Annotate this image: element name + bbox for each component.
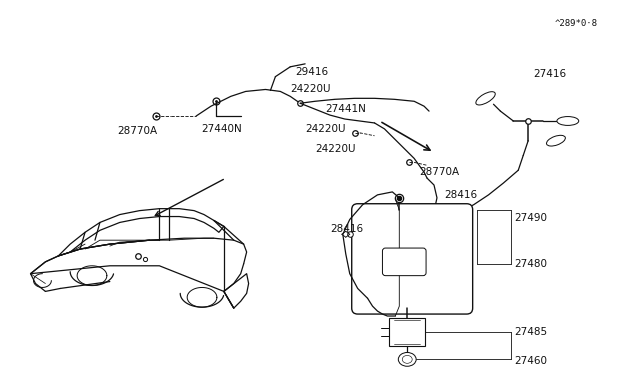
Text: 27490: 27490 bbox=[515, 212, 547, 222]
Ellipse shape bbox=[547, 135, 565, 146]
Text: 27416: 27416 bbox=[533, 69, 566, 79]
Text: 24220U: 24220U bbox=[305, 124, 346, 134]
Text: 27480: 27480 bbox=[515, 259, 547, 269]
Text: 27441N: 27441N bbox=[325, 104, 366, 114]
Text: 24220U: 24220U bbox=[315, 144, 356, 154]
Ellipse shape bbox=[398, 353, 416, 366]
Text: 27485: 27485 bbox=[515, 327, 547, 337]
Text: 29416: 29416 bbox=[295, 67, 328, 77]
FancyBboxPatch shape bbox=[383, 248, 426, 276]
Text: 27440N: 27440N bbox=[201, 124, 242, 134]
Text: 24220U: 24220U bbox=[291, 84, 331, 94]
Text: 28770A: 28770A bbox=[419, 167, 460, 177]
Text: 28416: 28416 bbox=[330, 224, 363, 234]
Text: 28770A: 28770A bbox=[116, 126, 157, 136]
Text: ^289*0·8: ^289*0·8 bbox=[555, 19, 598, 28]
FancyBboxPatch shape bbox=[352, 204, 473, 314]
Text: 27460: 27460 bbox=[515, 356, 547, 366]
Ellipse shape bbox=[476, 92, 495, 105]
Text: 28416: 28416 bbox=[444, 190, 477, 200]
Ellipse shape bbox=[403, 355, 412, 363]
Ellipse shape bbox=[557, 116, 579, 125]
Bar bbox=[389, 318, 425, 346]
